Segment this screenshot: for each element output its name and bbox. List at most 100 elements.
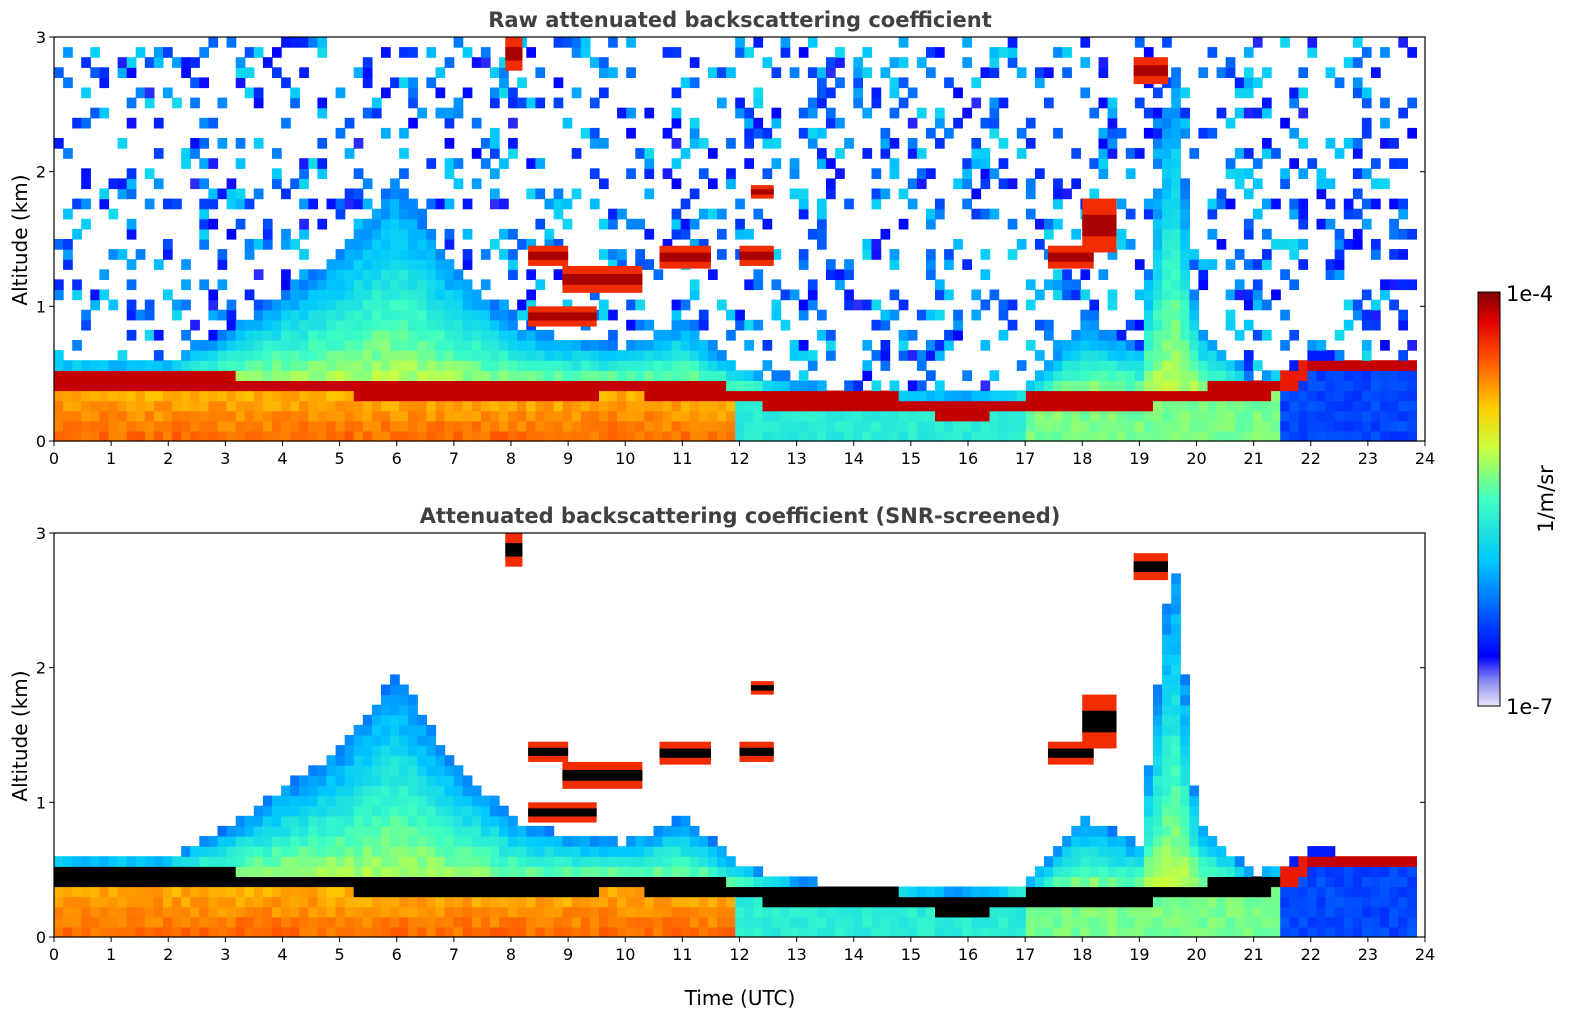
heatmap-cell <box>344 259 355 270</box>
heatmap-cell <box>580 846 591 857</box>
heatmap-cell <box>1171 269 1181 280</box>
heatmap-cell <box>635 926 645 938</box>
heatmap-cell <box>344 319 355 331</box>
heatmap-cell <box>1025 926 1036 938</box>
heatmap-cell <box>217 866 228 877</box>
heatmap-cell <box>462 805 473 817</box>
heatmap-cell <box>589 926 600 938</box>
heatmap-cell <box>1053 906 1063 918</box>
heatmap-cell <box>671 400 682 412</box>
heatmap-cell <box>362 876 373 888</box>
heatmap-cell <box>998 906 1009 918</box>
heatmap-cell <box>72 380 82 392</box>
heatmap-cell <box>571 906 582 918</box>
heatmap-cell <box>926 906 936 918</box>
heatmap-cell <box>390 926 400 938</box>
heatmap-cell <box>381 866 391 877</box>
heatmap-cell <box>853 916 863 928</box>
heatmap-cell <box>1262 916 1272 928</box>
panel-title: Attenuated backscattering coefficient (S… <box>420 504 1061 528</box>
heatmap-cell <box>163 87 173 99</box>
heatmap-cell <box>1071 906 1081 918</box>
heatmap-cell <box>462 876 473 888</box>
heatmap-cell <box>1098 906 1109 918</box>
heatmap-cell <box>417 866 427 877</box>
heatmap-cell <box>689 127 700 139</box>
heatmap-cell <box>1125 400 1136 412</box>
heatmap-cell <box>889 380 900 392</box>
heatmap-cell <box>1289 906 1299 918</box>
heatmap-cell <box>962 420 972 432</box>
heatmap-cell <box>544 370 555 381</box>
heatmap-cell <box>589 168 600 179</box>
heatmap-cell <box>935 107 945 119</box>
heatmap-cell <box>671 390 682 402</box>
heatmap-cell <box>562 876 573 888</box>
heatmap-cell <box>1171 107 1181 119</box>
heatmap-cell <box>589 866 600 877</box>
heatmap-cell <box>771 249 782 260</box>
heatmap-cell <box>390 360 400 371</box>
heatmap-cell <box>916 107 927 119</box>
heatmap-cell <box>253 350 264 361</box>
heatmap-cell <box>1125 846 1136 857</box>
cloud-core <box>750 685 774 691</box>
heatmap-cell <box>199 208 209 220</box>
heatmap-cell <box>335 836 346 847</box>
heatmap-cell <box>1171 886 1181 898</box>
heatmap-cell <box>299 178 309 190</box>
heatmap-cell <box>1252 208 1263 220</box>
heatmap-cell <box>181 420 191 432</box>
heatmap-cell <box>1289 158 1299 169</box>
heatmap-cell <box>1180 866 1190 877</box>
heatmap-cell <box>480 795 491 807</box>
heatmap-cell <box>744 319 754 331</box>
heatmap-cell <box>190 916 200 928</box>
heatmap-cell <box>562 37 573 48</box>
heatmap-cell <box>971 309 982 321</box>
heatmap-cell <box>1198 340 1209 351</box>
heatmap-cell <box>181 279 191 291</box>
heatmap-cell <box>135 360 146 371</box>
heatmap-cell <box>417 107 427 119</box>
heatmap-cell <box>717 420 727 432</box>
heatmap-cell <box>1180 724 1190 736</box>
heatmap-cell <box>1025 886 1036 898</box>
heatmap-cell <box>408 825 418 837</box>
heatmap-cell <box>417 926 427 938</box>
heatmap-cell <box>371 400 382 412</box>
heatmap-cell <box>1252 360 1263 371</box>
heatmap-cell <box>190 97 200 109</box>
x-tick-label: 7 <box>449 449 459 468</box>
heatmap-cell <box>1280 896 1290 908</box>
heatmap-cell <box>953 319 963 331</box>
heatmap-cell <box>1180 279 1190 291</box>
heatmap-cell <box>390 259 400 270</box>
heatmap-cell <box>535 218 546 230</box>
heatmap-cell <box>708 67 718 78</box>
heatmap-cell <box>735 420 745 432</box>
heatmap-cell <box>599 886 609 898</box>
heatmap-cell <box>798 127 809 139</box>
heatmap-cell <box>653 390 664 402</box>
heatmap-cell <box>1371 916 1381 928</box>
heatmap-cell <box>944 390 954 402</box>
heatmap-cell <box>1162 228 1172 240</box>
heatmap-cell <box>326 299 337 311</box>
heatmap-cell <box>299 269 309 280</box>
heatmap-cell <box>217 390 228 402</box>
heatmap-cell <box>1371 158 1381 169</box>
heatmap-cell <box>1134 340 1145 351</box>
heatmap-cell <box>635 390 645 402</box>
heatmap-cell <box>1162 856 1172 867</box>
heatmap-cell <box>535 67 546 78</box>
heatmap-cell <box>1153 148 1163 159</box>
heatmap-cell <box>1207 259 1218 270</box>
heatmap-cell <box>1407 340 1417 351</box>
heatmap-cell <box>335 269 346 280</box>
heatmap-cell <box>798 340 809 351</box>
heatmap-cell <box>898 390 909 402</box>
heatmap-cell <box>762 360 773 371</box>
heatmap-cell <box>253 876 264 888</box>
heatmap-cell <box>1153 188 1163 200</box>
